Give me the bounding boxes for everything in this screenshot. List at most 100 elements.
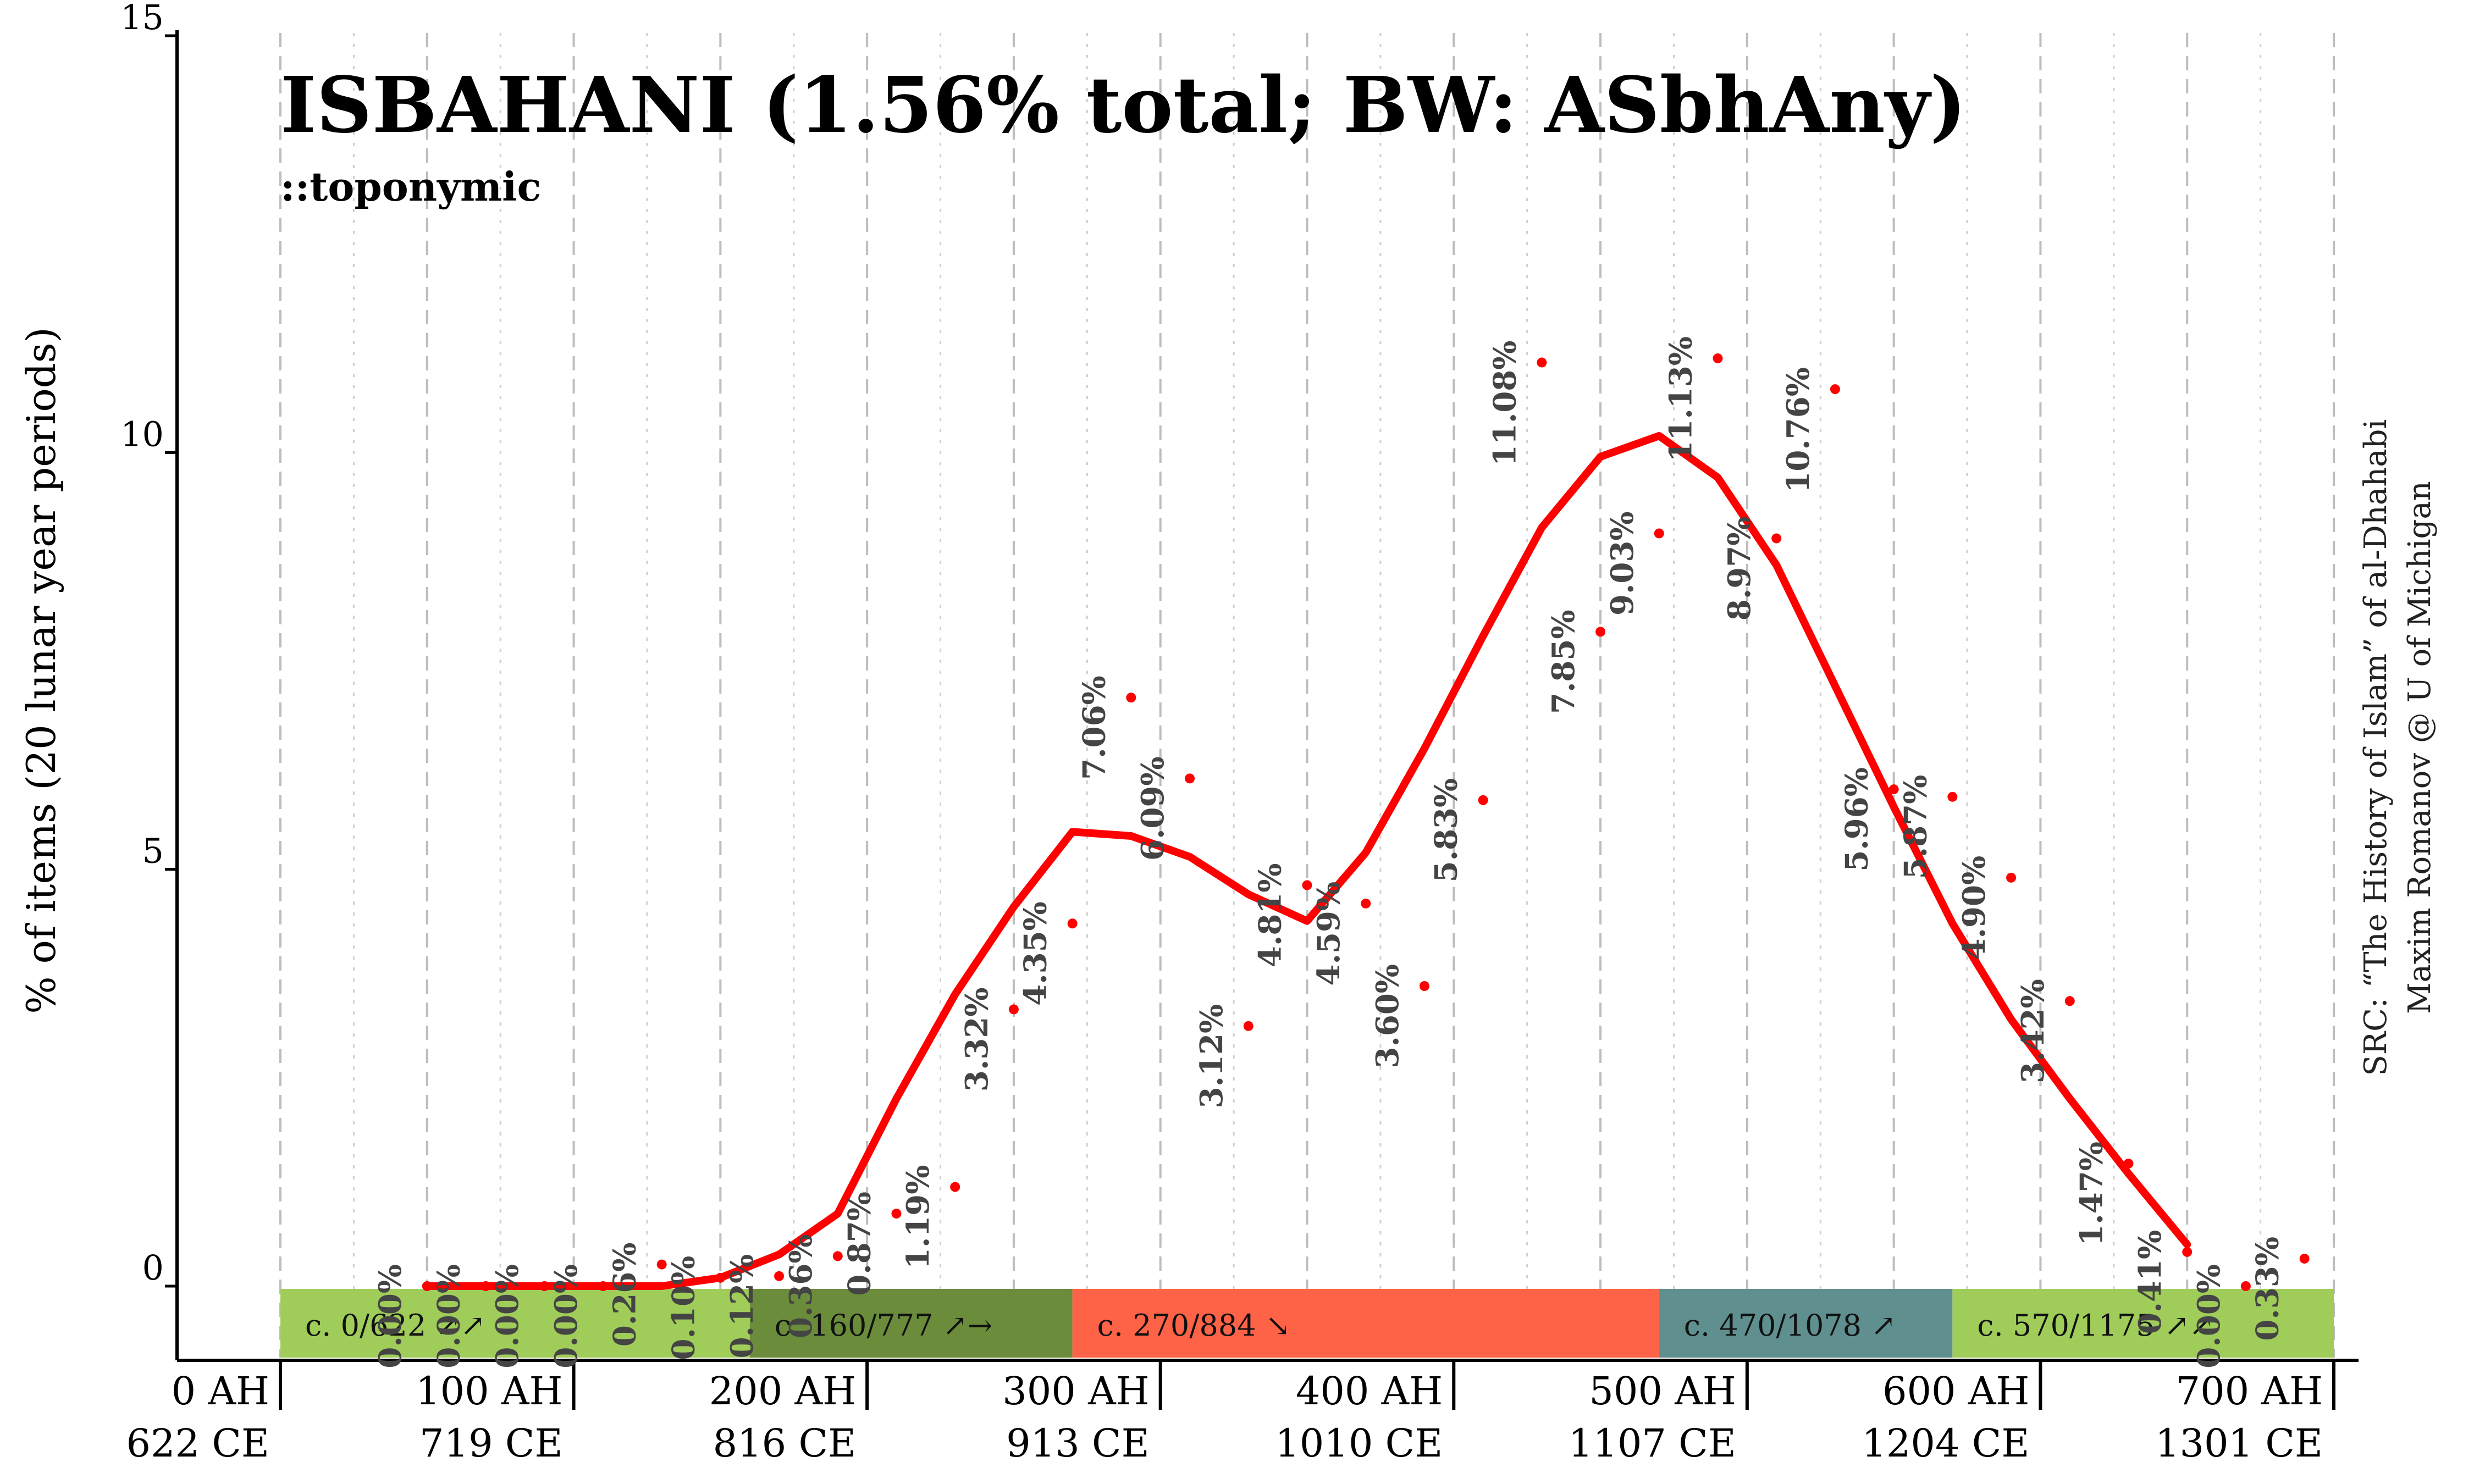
data-label: 0.26% — [607, 1243, 643, 1347]
data-points — [422, 353, 2310, 1291]
data-point — [1126, 693, 1136, 703]
data-point — [1888, 784, 1899, 795]
source-line-2: Maxim Romanov @ U of Michigan — [2402, 481, 2438, 1014]
data-point — [1419, 981, 1429, 991]
chart-subtitle: ::toponymic — [280, 163, 541, 210]
data-label: 0.12% — [724, 1254, 760, 1359]
data-label: 3.60% — [1369, 964, 1406, 1068]
x-tick-label-ah: 600 AH — [1882, 1369, 2029, 1414]
period-bands: c. 0/622 ↗↗ c. 160/777 ↗→ c. 270/884 ↘ c. 4… — [280, 1289, 2334, 1358]
data-label: 4.90% — [1956, 856, 1992, 960]
y-tick-label: 15 — [120, 0, 164, 37]
data-label: 5.87% — [1897, 775, 1934, 879]
data-label: 11.13% — [1663, 336, 1699, 462]
x-tick-label-ah: 0 AH — [172, 1369, 269, 1414]
data-point — [2123, 1159, 2134, 1169]
data-point — [656, 1259, 667, 1270]
data-label: 0.87% — [842, 1192, 878, 1296]
period-band — [280, 1289, 750, 1358]
axes — [175, 30, 2359, 1362]
data-point — [715, 1272, 726, 1283]
data-label: 0.00% — [431, 1264, 467, 1369]
data-label: 0.36% — [783, 1234, 819, 1338]
data-point — [598, 1281, 608, 1291]
data-point — [422, 1281, 432, 1291]
data-label: 10.76% — [1780, 367, 1816, 493]
period-label: c. 570/1175 ↗↗ — [1977, 1308, 2214, 1343]
data-label: 5.83% — [1428, 778, 1465, 883]
y-tick-label: 10 — [120, 414, 164, 454]
period-label: c. 0/622 ↗↗ — [305, 1308, 485, 1343]
data-point — [539, 1281, 550, 1291]
period-band — [1659, 1289, 1953, 1358]
period-label: c. 470/1078 ↗ — [1684, 1308, 1896, 1343]
x-ticks: 0 AH 622 CE 100 AH 719 CE 200 AH 816 CE 300 AH… — [126, 1360, 2335, 1466]
x-tick-label-ce: 816 CE — [713, 1421, 857, 1466]
x-tick-label-ce: 913 CE — [1006, 1421, 1150, 1466]
period-label: c. 160/777 ↗→ — [775, 1308, 993, 1343]
y-axis-label: % of items (20 lunar year periods) — [18, 327, 64, 1014]
y-tick-label: 0 — [142, 1248, 164, 1288]
data-point — [2240, 1281, 2251, 1291]
data-point — [1713, 353, 1723, 363]
data-label: 7.85% — [1545, 610, 1582, 714]
data-label: 6.09% — [1135, 756, 1171, 861]
grid-lines — [279, 33, 2335, 1358]
data-point — [1243, 1021, 1253, 1031]
x-tick-label-ce: 622 CE — [126, 1421, 269, 1466]
x-tick-label-ce: 719 CE — [419, 1421, 563, 1466]
data-point — [1185, 773, 1195, 784]
data-label: 11.08% — [1487, 341, 1523, 467]
data-point — [1008, 1004, 1019, 1015]
data-label: 9.03% — [1604, 511, 1641, 616]
x-tick-label-ah: 200 AH — [709, 1369, 856, 1414]
data-point — [481, 1281, 491, 1291]
data-point — [1537, 357, 1547, 368]
data-label: 0.00% — [372, 1264, 408, 1369]
data-point — [1830, 384, 1840, 395]
x-tick-label-ce: 1301 CE — [2155, 1421, 2323, 1466]
data-point — [1595, 627, 1606, 637]
data-label: 0.10% — [665, 1256, 702, 1360]
data-label: 8.97% — [1721, 517, 1758, 621]
data-label: 3.32% — [959, 987, 995, 1092]
data-label: 1.47% — [2074, 1142, 2110, 1246]
data-label: 4.81% — [1252, 863, 1289, 967]
x-tick-label-ah: 100 AH — [416, 1369, 562, 1414]
data-point — [774, 1271, 785, 1281]
data-label: 0.41% — [2132, 1230, 2168, 1335]
data-point — [1067, 918, 1078, 929]
data-point — [891, 1209, 902, 1219]
x-tick-label-ce: 1204 CE — [1862, 1421, 2029, 1466]
y-tick-label: 5 — [142, 831, 164, 871]
data-point — [2064, 996, 2075, 1006]
data-label: 0.00% — [548, 1264, 584, 1369]
data-label: 0.00% — [489, 1264, 526, 1369]
x-tick-label-ah: 400 AH — [1296, 1369, 1443, 1414]
data-point — [1947, 791, 1958, 802]
x-tick-label-ah: 300 AH — [1002, 1369, 1149, 1414]
x-tick-label-ce: 1010 CE — [1275, 1421, 1443, 1466]
data-labels: 0.00% 0.00% 0.00% 0.00% 0.26% 0.10% 0.12% 0.36%… — [372, 336, 2286, 1369]
data-label: 0.33% — [2250, 1237, 2286, 1341]
data-label: 4.59% — [1311, 882, 1347, 986]
data-label: 5.96% — [1839, 767, 1875, 872]
source-line-1: SRC: “The History of Islam” of al-Dhahab… — [2358, 419, 2394, 1076]
data-label: 4.35% — [1018, 901, 1054, 1006]
data-point — [2006, 872, 2017, 883]
data-point — [1478, 795, 1488, 805]
data-point — [2299, 1253, 2310, 1264]
data-point — [1302, 880, 1312, 890]
period-band — [1952, 1289, 2334, 1358]
period-label: c. 270/884 ↘ — [1097, 1308, 1290, 1343]
x-tick-label-ah: 700 AH — [2176, 1369, 2323, 1414]
data-label: 0.00% — [2191, 1264, 2227, 1369]
chart-title: ISBAHANI (1.56% total; BW: ASbhAny) — [280, 60, 1967, 151]
data-label: 3.42% — [2015, 979, 2051, 1083]
period-band — [749, 1289, 1073, 1358]
x-tick-label-ah: 500 AH — [1589, 1369, 1736, 1414]
data-point — [1771, 533, 1782, 544]
y-ticks: 0 5 10 15 — [120, 0, 177, 1288]
data-label: 1.19% — [900, 1165, 936, 1270]
